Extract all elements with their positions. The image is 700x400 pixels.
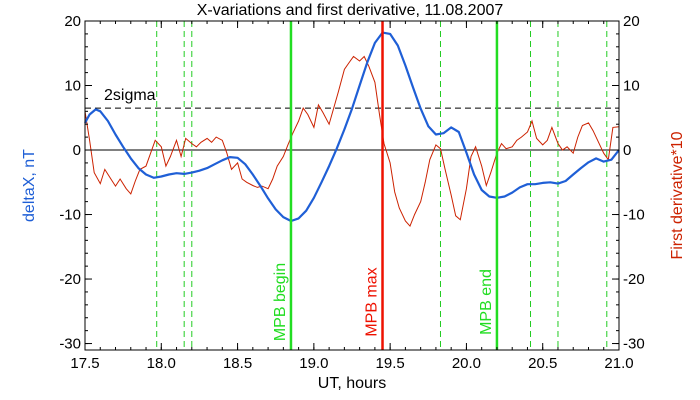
y-left-tick-label: 20 (64, 13, 81, 30)
y-right-tick-label: 0 (623, 142, 631, 159)
x-tick-label: 19.5 (376, 355, 405, 372)
sigma-label: 2sigma (104, 87, 156, 104)
marker-label-mpb-end: MPB end (478, 269, 495, 335)
x-tick-label: 21.0 (604, 355, 633, 372)
x-tick-label: 17.5 (70, 355, 99, 372)
x-axis-label: UT, hours (318, 375, 386, 392)
y-left-tick-label: 10 (64, 78, 81, 95)
y-left-tick-label: -30 (59, 336, 81, 353)
axes: 17.5 18.0 18.5 19.0 19.5 20.0 20.5 21.0 20 20 10 10… (59, 13, 644, 372)
y-left-tick-label: -10 (59, 207, 81, 224)
marker-label-mpb-max: MPB max (364, 267, 381, 336)
y-right-tick-label: -30 (623, 336, 645, 353)
derivative-line (84, 55, 620, 228)
x-tick-label: 20.5 (528, 355, 557, 372)
y-right-tick-label: 10 (623, 78, 640, 95)
chart-title: X-variations and first derivative, 11.08… (197, 2, 504, 19)
y-axis-right-label: First derivative*10 (669, 131, 686, 259)
y-right-tick-label: -20 (623, 271, 645, 288)
x-tick-label: 18.5 (223, 355, 252, 372)
marker-label-mpb-begin: MPB begin (272, 263, 289, 341)
deltax-line (84, 31, 620, 223)
y-left-tick-label: 0 (73, 142, 81, 159)
y-axis-left-label: deltaX, nT (21, 149, 38, 222)
x-tick-label: 19.0 (299, 355, 328, 372)
plot-area: 2sigma MPB begin MPB max MPB end (84, 21, 620, 350)
plot-frame (84, 20, 620, 351)
x-tick-label: 18.0 (147, 355, 176, 372)
y-right-tick-label: -10 (623, 207, 645, 224)
x-tick-label: 20.0 (452, 355, 481, 372)
y-right-tick-label: 20 (623, 13, 640, 30)
y-left-tick-label: -20 (59, 271, 81, 288)
